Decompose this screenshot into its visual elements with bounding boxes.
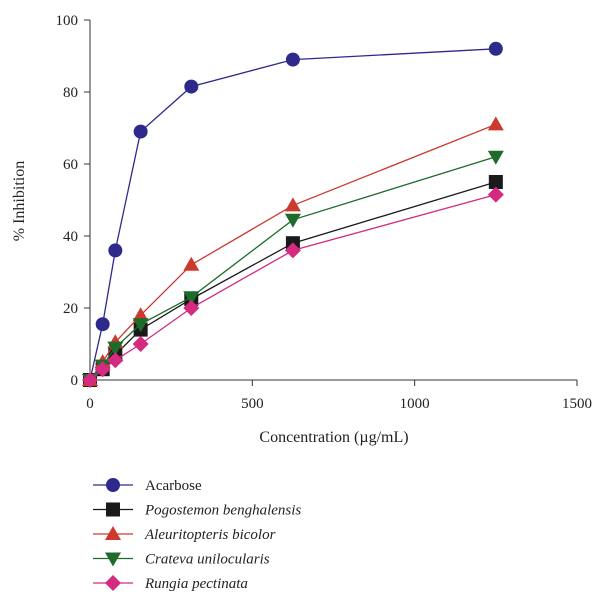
legend: Acarbose Pogostemon benghalensis Aleuritop… xyxy=(93,478,301,592)
data-point xyxy=(284,242,301,259)
y-tick-label: 40 xyxy=(63,229,78,245)
data-point xyxy=(488,175,503,189)
y-tick-label: 20 xyxy=(63,301,78,317)
data-point xyxy=(183,291,200,306)
legend-label: Acarbose xyxy=(145,478,202,494)
y-tick-label: 100 xyxy=(56,13,79,29)
data-point xyxy=(132,336,149,352)
legend-item: Acarbose xyxy=(93,478,202,494)
legend-marker xyxy=(105,552,121,567)
y-axis-label: % Inhibition xyxy=(11,161,28,241)
legend-item: Aleuritopteris bicolor xyxy=(93,526,276,543)
data-point xyxy=(82,372,98,388)
data-point xyxy=(183,256,200,271)
legend-item: Rungia pectinata xyxy=(93,575,248,592)
data-point xyxy=(132,318,149,333)
y-tick-label: 0 xyxy=(71,373,79,389)
legend-marker xyxy=(106,478,120,492)
series-line xyxy=(89,156,497,381)
legend-marker xyxy=(105,575,121,591)
x-tick-label: 0 xyxy=(86,396,94,412)
data-point xyxy=(107,352,124,369)
data-point xyxy=(184,79,199,94)
data-point xyxy=(487,150,504,165)
x-tick-label: 500 xyxy=(241,396,264,412)
series-layer xyxy=(82,41,504,388)
series-3 xyxy=(82,150,504,388)
y-tick-label: 60 xyxy=(63,157,78,173)
legend-label: Pogostemon benghalensis xyxy=(144,503,301,519)
data-point xyxy=(183,300,200,316)
legend-marker xyxy=(106,502,120,517)
data-point xyxy=(94,361,111,378)
data-point xyxy=(487,116,504,131)
y-tick-label: 80 xyxy=(63,85,78,101)
data-point xyxy=(285,52,300,67)
data-point xyxy=(487,186,504,203)
series-4 xyxy=(82,186,504,388)
data-point xyxy=(284,197,301,212)
legend-marker xyxy=(105,526,121,540)
data-point xyxy=(107,341,124,356)
data-point xyxy=(133,124,148,139)
legend-item: Crateva unilocularis xyxy=(93,552,270,568)
x-tick-label: 1500 xyxy=(562,396,592,412)
data-point xyxy=(132,307,149,322)
x-tick-label: 1000 xyxy=(400,396,430,412)
data-point xyxy=(95,317,110,332)
legend-label: Aleuritopteris bicolor xyxy=(144,527,276,543)
data-point xyxy=(108,243,123,258)
legend-label: Crateva unilocularis xyxy=(145,552,270,568)
data-point xyxy=(488,41,503,56)
legend-item: Pogostemon benghalensis xyxy=(93,502,301,519)
data-point xyxy=(284,213,301,228)
legend-label: Rungia pectinata xyxy=(144,576,248,592)
x-axis-label: Concentration (µg/mL) xyxy=(259,429,408,446)
